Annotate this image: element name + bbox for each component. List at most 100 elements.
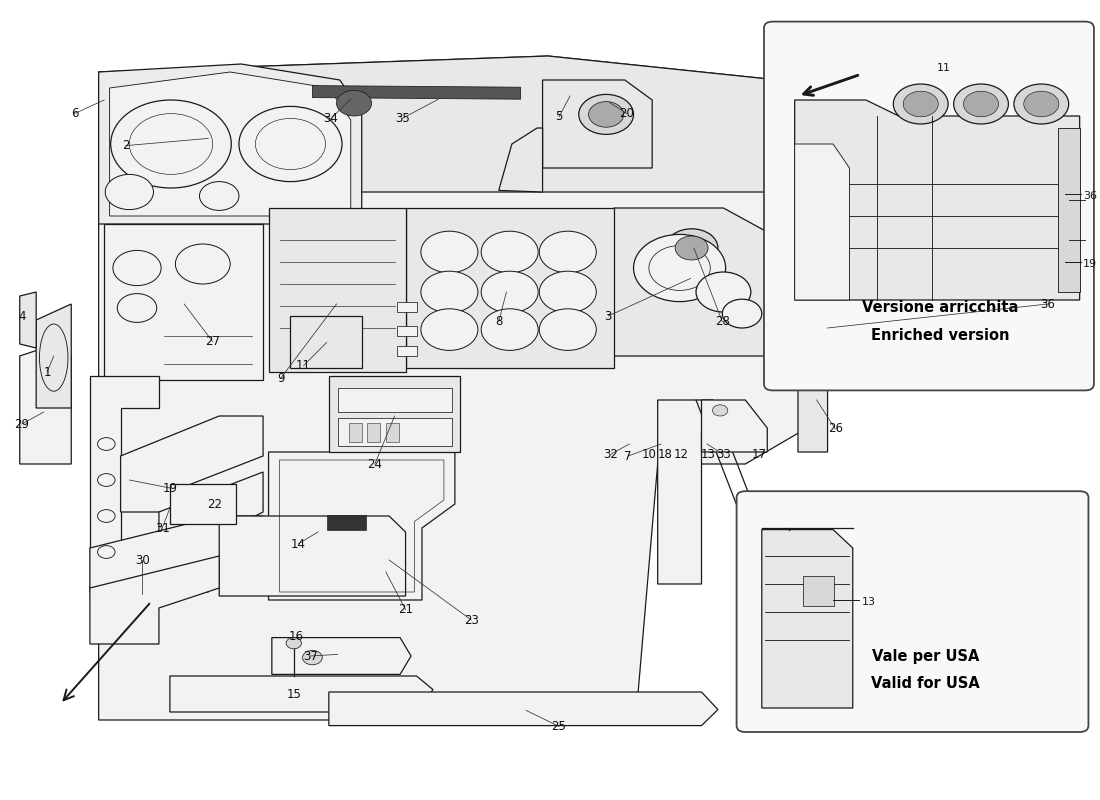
Ellipse shape [199,182,239,210]
Text: 11: 11 [296,359,311,372]
Polygon shape [798,304,827,452]
Polygon shape [268,452,455,600]
Ellipse shape [1014,84,1069,124]
Ellipse shape [903,91,938,117]
Polygon shape [268,208,406,372]
Ellipse shape [239,106,342,182]
Polygon shape [158,472,263,592]
Polygon shape [90,556,219,644]
Bar [397,346,417,356]
Text: 7: 7 [625,450,631,462]
Text: 36: 36 [1041,298,1055,310]
Bar [327,515,366,530]
Text: 9: 9 [277,372,285,385]
Text: 26: 26 [827,422,843,435]
Polygon shape [406,208,614,368]
Ellipse shape [893,84,948,124]
Text: a parts4cars partner: a parts4cars partner [255,446,578,474]
Text: 12: 12 [673,448,689,461]
Text: 11: 11 [937,63,952,73]
Text: Valid for USA: Valid for USA [871,677,980,691]
Polygon shape [169,676,433,712]
Text: 27: 27 [205,335,220,348]
Text: 5: 5 [556,110,563,123]
Ellipse shape [539,231,596,273]
Text: 35: 35 [395,112,409,125]
Text: 34: 34 [323,112,339,125]
Ellipse shape [481,271,538,313]
Polygon shape [794,100,1080,300]
Bar [338,388,452,412]
Text: 28: 28 [715,315,729,328]
Text: 16: 16 [288,630,304,642]
Ellipse shape [106,174,154,210]
Polygon shape [614,208,789,356]
Polygon shape [110,72,351,216]
Text: Eurospares: Eurospares [223,370,609,430]
Text: 15: 15 [286,688,301,701]
Polygon shape [794,144,849,300]
Polygon shape [99,64,362,224]
Bar [397,326,417,336]
Bar [803,576,834,606]
Text: 19: 19 [1084,259,1097,269]
Bar [386,423,399,442]
Text: 13: 13 [861,597,876,606]
Ellipse shape [539,271,596,313]
Bar [290,316,362,368]
Text: 30: 30 [135,554,150,566]
Text: 29: 29 [14,418,30,430]
Ellipse shape [588,102,624,127]
Text: 10: 10 [641,448,657,461]
Polygon shape [99,56,800,720]
Ellipse shape [696,272,751,312]
Polygon shape [329,376,461,452]
FancyBboxPatch shape [737,491,1088,732]
Polygon shape [90,376,158,592]
Ellipse shape [539,309,596,350]
Ellipse shape [421,271,477,313]
Bar [338,418,452,446]
Polygon shape [702,400,768,452]
Polygon shape [1058,128,1080,292]
Polygon shape [20,348,72,464]
Polygon shape [169,484,235,524]
Text: 8: 8 [495,315,503,328]
Text: 6: 6 [70,107,78,120]
Ellipse shape [286,638,301,649]
Polygon shape [762,530,852,708]
Polygon shape [36,304,72,408]
Text: 36: 36 [1084,191,1097,201]
Polygon shape [329,692,718,726]
Text: 4: 4 [19,310,25,322]
Ellipse shape [634,234,726,302]
Text: Vale per USA: Vale per USA [872,649,979,663]
Ellipse shape [675,236,708,260]
Text: 1: 1 [43,366,51,378]
Ellipse shape [964,91,999,117]
Text: 19: 19 [163,482,177,494]
Text: 24: 24 [367,458,383,470]
Text: 33: 33 [716,448,730,461]
Text: Enriched version: Enriched version [871,329,1009,343]
Text: 21: 21 [398,603,414,616]
Ellipse shape [337,90,372,116]
Polygon shape [104,224,263,380]
Text: 17: 17 [752,448,767,461]
Polygon shape [90,516,263,592]
Bar [367,423,381,442]
Polygon shape [542,80,652,168]
Text: 22: 22 [207,498,222,510]
Polygon shape [121,416,263,512]
Ellipse shape [421,309,477,350]
Ellipse shape [579,94,634,134]
Text: 18: 18 [658,448,673,461]
Polygon shape [99,56,800,192]
Text: 23: 23 [464,614,478,626]
Ellipse shape [481,309,538,350]
Text: 25: 25 [551,720,566,733]
Ellipse shape [1024,91,1059,117]
Ellipse shape [421,231,477,273]
Polygon shape [658,400,724,584]
FancyBboxPatch shape [764,22,1093,390]
